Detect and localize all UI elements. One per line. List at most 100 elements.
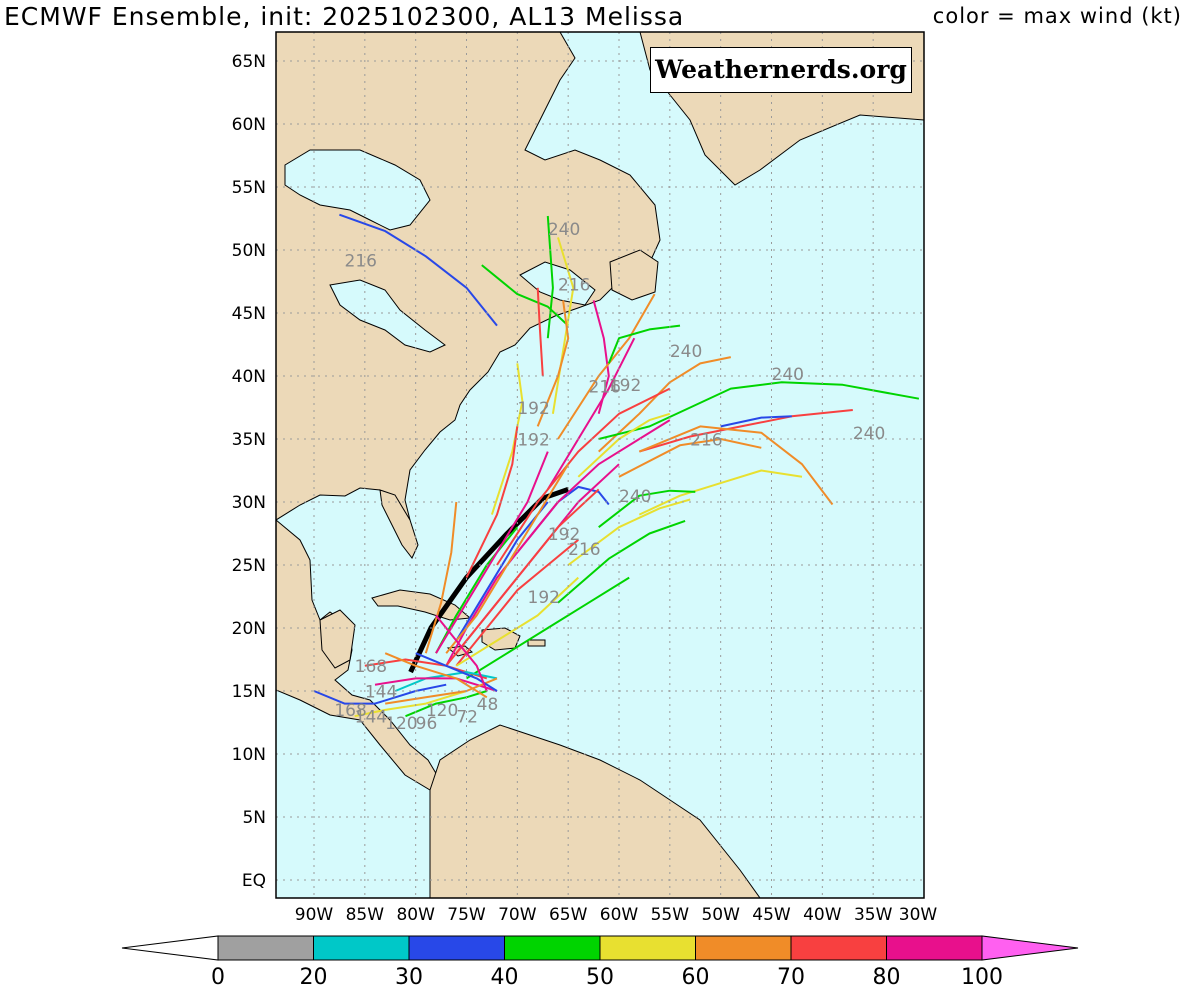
map-frame [275, 31, 925, 899]
ensemble-member-track [385, 677, 498, 705]
ensemble-member-track [445, 501, 559, 667]
ensemble-member-track [374, 677, 498, 692]
forecast-hour-label: 216 [690, 430, 722, 450]
latitude-tick-label: 65N [232, 52, 266, 72]
ensemble-member-track [638, 425, 834, 506]
longitude-tick-label: 60W [600, 905, 639, 925]
forecast-hour-label: 120 [385, 714, 417, 734]
latitude-tick-label: 60N [232, 115, 266, 135]
ensemble-member-track [405, 690, 488, 718]
ensemble-member-track [354, 690, 467, 718]
forecast-hour-label: 192 [548, 525, 580, 545]
forecast-hour-label: 240 [619, 487, 651, 507]
ensemble-member-track [557, 293, 656, 440]
forecast-hour-label: 216 [558, 275, 590, 295]
colorbar-segment [504, 935, 601, 961]
colorbar-tick-label: 50 [586, 965, 614, 989]
latitude-tick-label: 40N [232, 367, 266, 387]
credit-label: Weathernerds.org [650, 47, 912, 93]
latitude-tick-label: 45N [232, 304, 266, 324]
ensemble-member-track [607, 324, 681, 364]
forecast-hour-label: 192 [517, 399, 549, 419]
ensemble-member-track [598, 489, 696, 528]
longitude-tick-label: 55W [651, 905, 690, 925]
forecast-hour-label: 240 [853, 424, 885, 444]
colorbar-tick-label: 20 [300, 965, 328, 989]
ensemble-member-track [415, 652, 498, 692]
longitude-tick-label: 35W [854, 905, 893, 925]
longitude-tick-label: 90W [295, 905, 334, 925]
ensemble-member-track [536, 300, 570, 427]
forecast-hour-label: 168 [355, 657, 387, 677]
forecast-hour-labels: 2402162402161922401922402162402161922161… [334, 220, 885, 734]
lat-lon-grid [276, 32, 924, 898]
ensemble-member-track [490, 363, 524, 515]
ensemble-member-track [435, 614, 488, 692]
forecast-hour-label: 216 [589, 377, 621, 397]
colorbar-segment [790, 935, 887, 961]
ensemble-member-track [639, 409, 853, 453]
forecast-hour-label: 192 [609, 376, 641, 396]
south-america [429, 724, 761, 898]
latitude-tick-label: 50N [232, 241, 266, 261]
forecast-hour-label: 216 [568, 540, 600, 560]
land-layer [276, 32, 924, 898]
ensemble-member-track [577, 412, 671, 478]
forecast-hour-label: 216 [345, 251, 377, 271]
latitude-tick-label: 5N [242, 808, 266, 828]
longitude-tick-label: 80W [396, 905, 435, 925]
ensemble-member-track [546, 337, 636, 490]
colorbar-tick-label: 80 [873, 965, 901, 989]
colorbar-segment [217, 935, 314, 961]
colorbar-tick-label: 30 [395, 965, 423, 989]
map-title: ECMWF Ensemble, init: 2025102300, AL13 M… [4, 2, 685, 31]
ensemble-member-track [638, 469, 803, 516]
colorbar-segment [408, 935, 505, 961]
axis-labels: 65N 60N 55N 50N 45N 40N 35N 30N 25N 20N 15N 10N 5N EQ… [232, 52, 938, 925]
longitude-tick-label: 65W [549, 905, 588, 925]
colorbar-segment [695, 935, 792, 961]
longitude-tick-label: 75W [447, 905, 486, 925]
cuba [371, 589, 472, 621]
ensemble-member-track [455, 501, 549, 642]
ensemble-member-track [618, 438, 762, 478]
ensemble-member-track [481, 264, 569, 327]
colorbar-min-arrow [121, 935, 219, 961]
forecast-hour-label: 120 [426, 701, 458, 721]
ensemble-member-track [536, 287, 544, 377]
ensemble-member-track [424, 501, 458, 654]
latitude-tick-label: EQ [242, 871, 266, 891]
color-legend-note: color = max wind (kt) [932, 4, 1182, 28]
ensemble-member-track [567, 498, 691, 566]
ensemble-member-track [313, 683, 447, 705]
longitude-tick-label: 85W [346, 905, 385, 925]
yucatan [319, 609, 356, 669]
forecast-hour-label: 72 [456, 708, 478, 728]
colorbar-tick-label: 70 [777, 965, 805, 989]
forecast-hour-label: 192 [517, 430, 549, 450]
latitude-tick-label: 55N [232, 178, 266, 198]
wind-colorbar: 0 20 30 40 50 60 70 80 100 [121, 935, 1079, 989]
gulf-st-lawrence [519, 261, 596, 306]
forecast-hour-label: 144 [355, 708, 387, 728]
latitude-tick-label: 30N [232, 493, 266, 513]
longitude-tick-label: 45W [752, 905, 791, 925]
forecast-hour-label: 240 [772, 365, 804, 385]
ensemble-member-track [339, 213, 498, 327]
forecast-hour-label: 96 [416, 714, 438, 734]
latitude-tick-label: 25N [232, 556, 266, 576]
colorbar-segment [313, 935, 410, 961]
ensemble-member-track [557, 519, 686, 604]
longitude-tick-label: 70W [498, 905, 537, 925]
ensemble-member-track [465, 426, 519, 579]
forecast-hour-label: 240 [670, 342, 702, 362]
colorbar-segment [599, 935, 696, 961]
florida-peninsula [379, 489, 419, 559]
latitude-tick-label: 35N [232, 430, 266, 450]
colorbar-tick-label: 100 [961, 965, 1003, 989]
longitude-tick-label: 50W [701, 905, 740, 925]
latitude-tick-label: 10N [232, 745, 266, 765]
colorbar-segment [886, 935, 983, 961]
forecast-hour-label: 192 [528, 588, 560, 608]
